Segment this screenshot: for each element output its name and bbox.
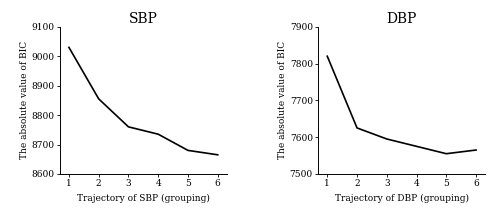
Y-axis label: The absolute value of BIC: The absolute value of BIC	[20, 41, 28, 159]
Y-axis label: The absolute value of BIC: The absolute value of BIC	[278, 41, 287, 159]
X-axis label: Trajectory of DBP (grouping): Trajectory of DBP (grouping)	[334, 194, 468, 203]
X-axis label: Trajectory of SBP (grouping): Trajectory of SBP (grouping)	[77, 194, 210, 203]
Title: SBP: SBP	[129, 12, 158, 26]
Title: DBP: DBP	[386, 12, 417, 26]
